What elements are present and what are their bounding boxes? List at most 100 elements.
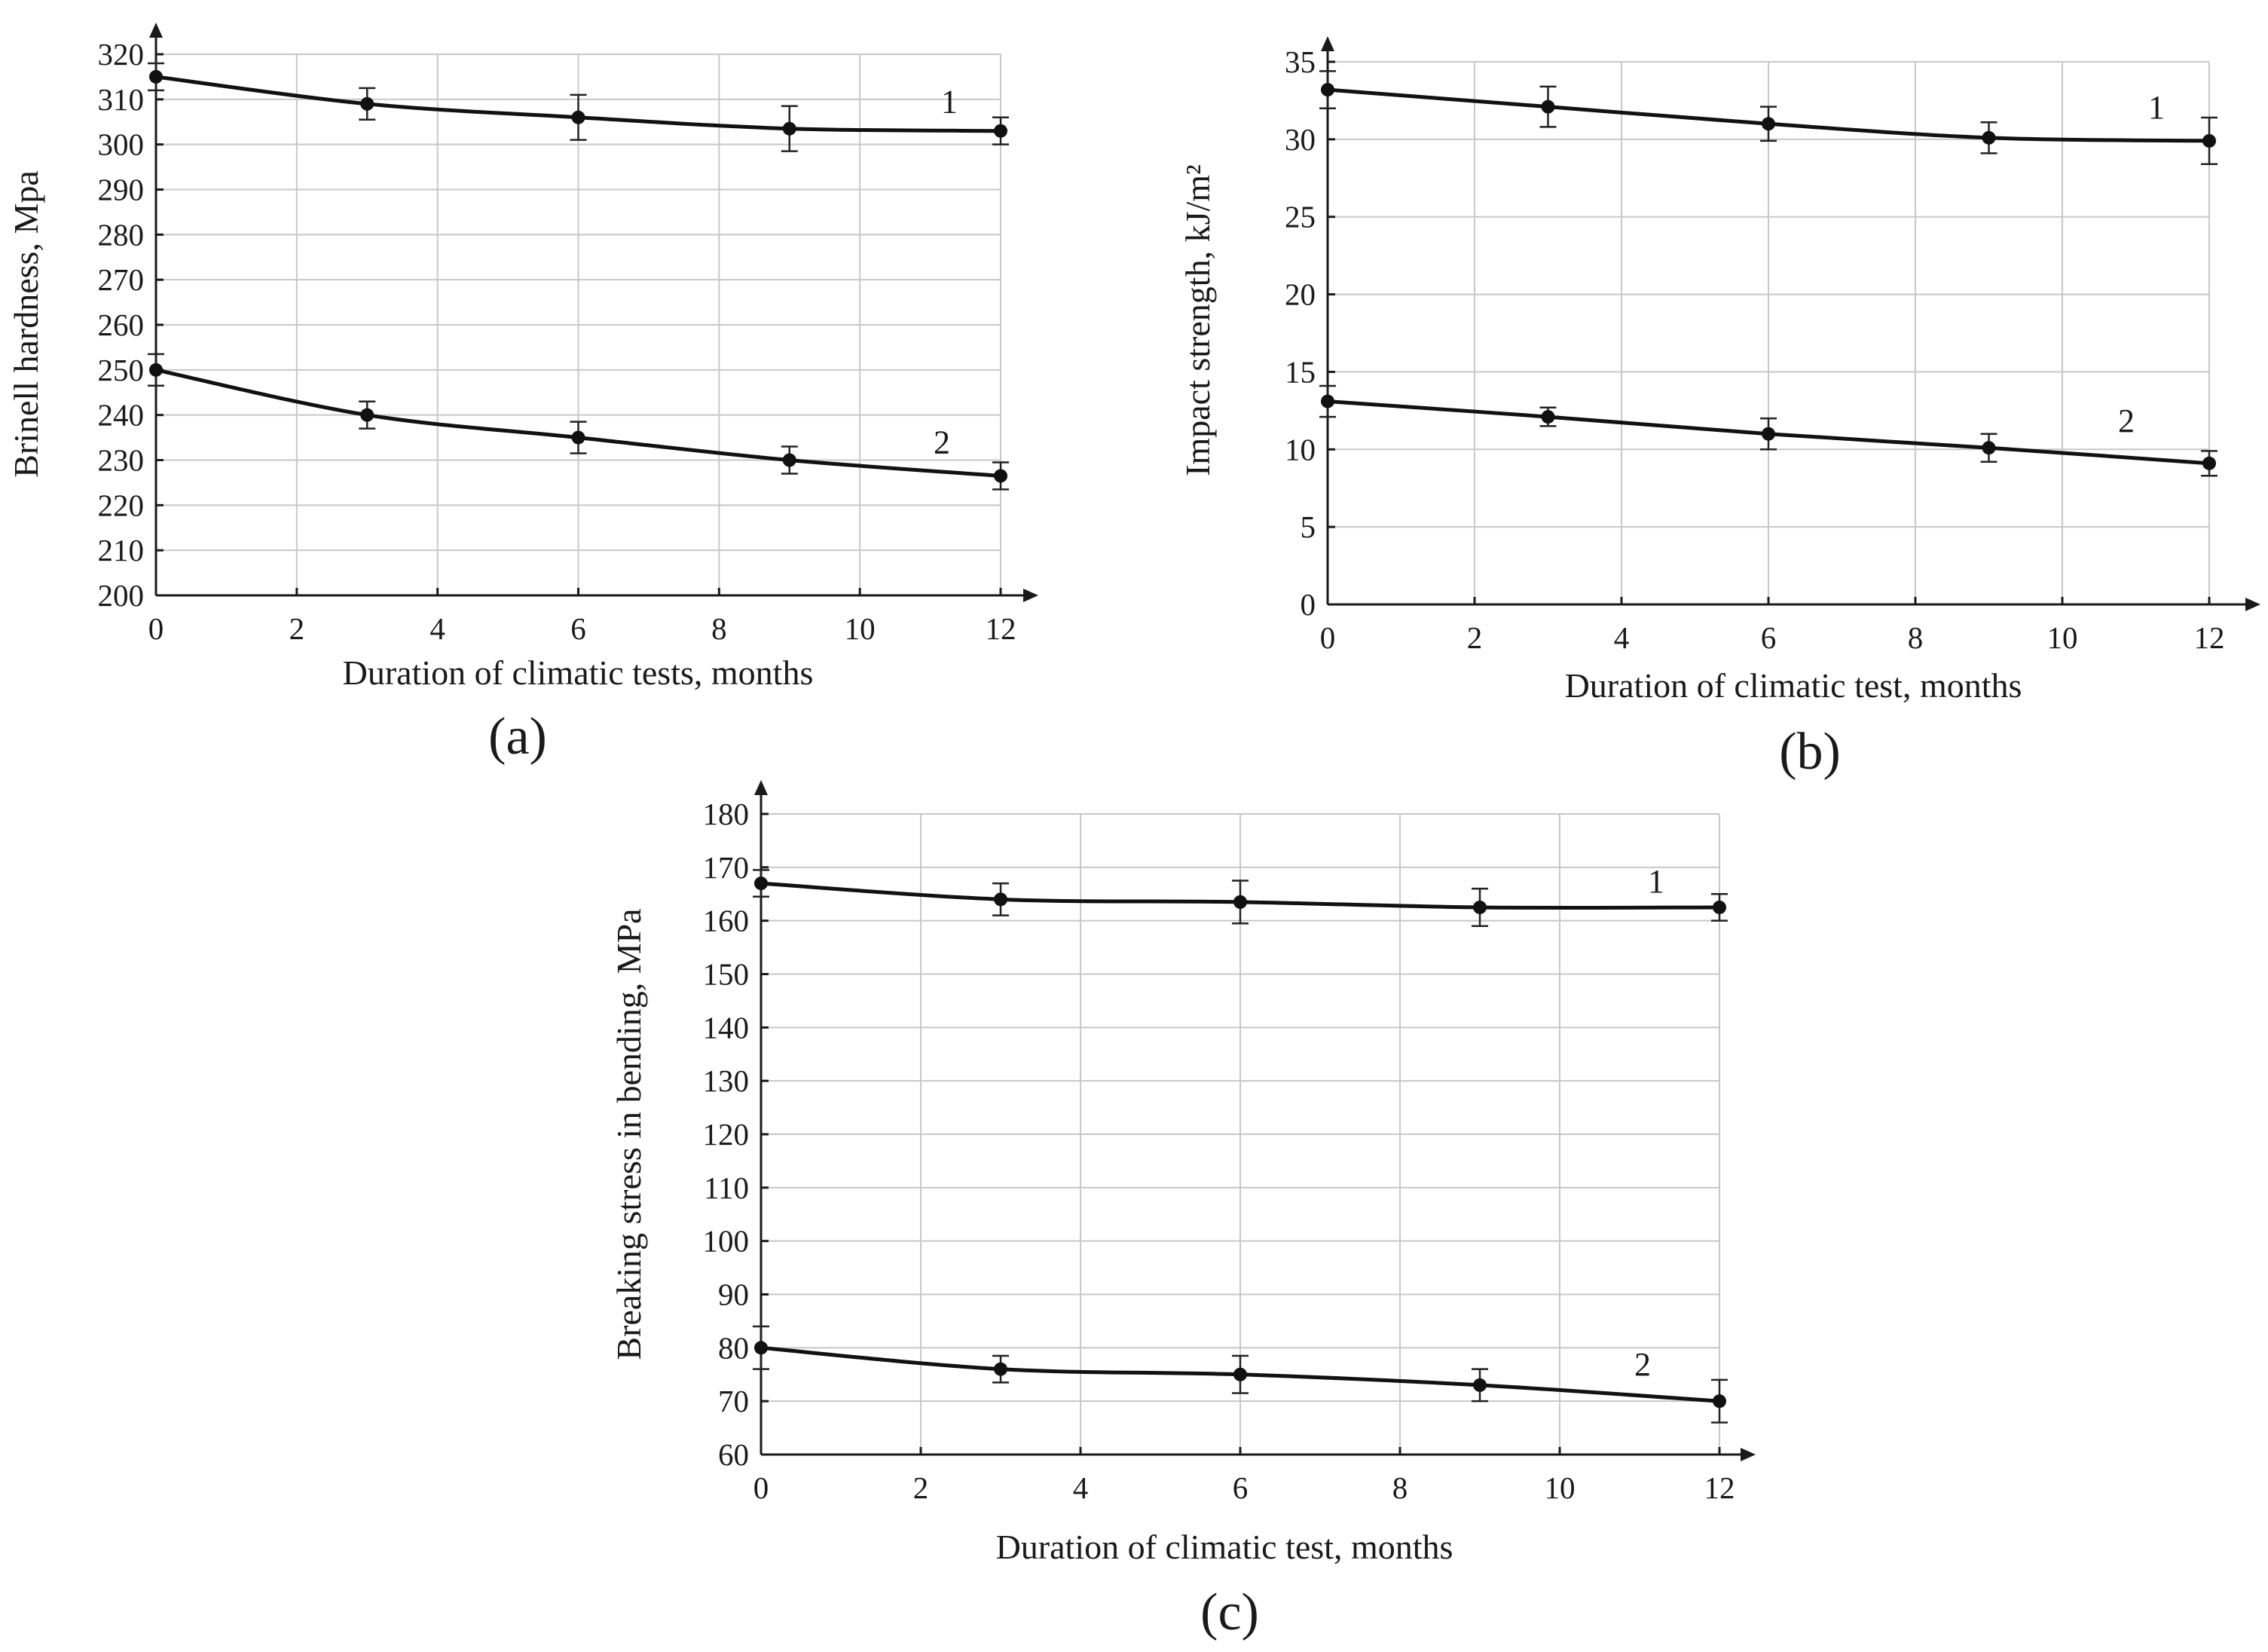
series-2-point xyxy=(1321,394,1334,408)
series-2-point xyxy=(782,453,796,467)
x-tick-label: 12 xyxy=(2194,620,2225,655)
series-2-label: 2 xyxy=(1634,1346,1651,1383)
x-tick-label: 2 xyxy=(1467,620,1483,655)
y-tick-label: 0 xyxy=(1301,587,1316,622)
y-tick-label: 80 xyxy=(718,1330,749,1365)
x-tick-label: 6 xyxy=(570,611,586,646)
series-1-point xyxy=(1321,83,1334,97)
x-tick-label: 4 xyxy=(1073,1470,1089,1505)
series-2-point xyxy=(1473,1378,1487,1392)
panel-label: (a) xyxy=(488,708,547,766)
series-1-point xyxy=(1233,895,1247,909)
series-2-point xyxy=(149,363,163,377)
series-1-label: 1 xyxy=(941,84,958,121)
series-2-point xyxy=(2202,456,2216,470)
series-1-point xyxy=(1541,99,1555,114)
y-tick-label: 240 xyxy=(98,398,145,433)
series-1-point xyxy=(782,121,796,136)
x-axis-arrow-icon xyxy=(1023,589,1038,602)
series-1-point xyxy=(994,124,1007,138)
y-tick-label: 100 xyxy=(703,1224,750,1259)
x-axis-arrow-icon xyxy=(2245,598,2260,611)
y-tick-label: 140 xyxy=(703,1010,750,1045)
y-tick-label: 70 xyxy=(718,1384,749,1418)
series-1-point xyxy=(571,110,585,124)
x-tick-label: 0 xyxy=(753,1470,769,1505)
y-tick-label: 160 xyxy=(703,904,750,938)
y-tick-label: 120 xyxy=(703,1117,750,1152)
series-2-point xyxy=(1713,1394,1726,1409)
x-tick-label: 6 xyxy=(1761,620,1777,655)
series-2-point xyxy=(1762,427,1775,441)
x-tick-label: 0 xyxy=(148,611,164,646)
y-tick-label: 10 xyxy=(1285,432,1316,467)
y-tick-label: 20 xyxy=(1285,277,1316,312)
y-tick-label: 150 xyxy=(703,957,750,992)
series-1-point xyxy=(1713,900,1726,914)
x-tick-label: 8 xyxy=(1908,620,1924,655)
series-1-point xyxy=(2202,133,2216,148)
chart-c-breaking-stress: 0 2 4 6 8 10 126070809010011012013014015016017… xyxy=(610,780,1756,1641)
series-1-label: 1 xyxy=(2148,89,2165,126)
y-tick-label: 90 xyxy=(718,1277,749,1312)
y-tick-label: 200 xyxy=(98,578,145,613)
series-1-point xyxy=(994,892,1007,907)
series-2-point xyxy=(1982,441,1996,455)
y-tick-label: 170 xyxy=(703,850,750,885)
series-1-label: 1 xyxy=(1648,863,1664,900)
y-tick-label: 35 xyxy=(1285,44,1316,79)
series-2-point xyxy=(360,408,374,422)
x-tick-label: 2 xyxy=(289,611,305,646)
y-tick-label: 280 xyxy=(98,217,145,252)
y-tick-label: 110 xyxy=(704,1170,749,1205)
series-2-point xyxy=(1541,410,1555,424)
y-tick-label: 210 xyxy=(98,533,145,567)
series-2-label: 2 xyxy=(934,424,950,460)
series-1-point xyxy=(754,876,768,891)
chart-a-brinell-hardness: 0 2 4 6 8 10 122002102202302402502602702802903… xyxy=(7,23,1038,766)
series-2-point xyxy=(994,1362,1007,1376)
x-tick-label: 6 xyxy=(1233,1470,1249,1505)
y-tick-label: 30 xyxy=(1285,122,1316,157)
series-2-point xyxy=(754,1341,768,1355)
panel-label: (b) xyxy=(1779,723,1841,781)
y-axis-title: Breaking stress in bending, MPa xyxy=(610,908,648,1360)
y-tick-label: 310 xyxy=(98,82,145,117)
y-tick-label: 300 xyxy=(98,127,145,162)
x-axis-title: Duration of climatic test, months xyxy=(996,1528,1453,1566)
y-tick-label: 15 xyxy=(1285,354,1316,389)
y-tick-label: 270 xyxy=(98,262,145,297)
x-tick-label: 10 xyxy=(2047,620,2078,655)
x-tick-label: 12 xyxy=(986,611,1016,646)
y-axis-arrow-icon xyxy=(149,23,163,38)
series-2-label: 2 xyxy=(2118,402,2135,439)
y-tick-label: 230 xyxy=(98,443,145,478)
series-1-point xyxy=(1473,900,1487,914)
y-tick-label: 220 xyxy=(98,488,145,522)
x-tick-label: 10 xyxy=(845,611,876,646)
series-1-point xyxy=(1982,130,1996,145)
series-2-point xyxy=(994,469,1007,483)
series-1-point xyxy=(1762,117,1775,131)
y-tick-label: 320 xyxy=(98,37,145,72)
y-tick-label: 130 xyxy=(703,1063,750,1098)
y-tick-label: 25 xyxy=(1285,200,1316,234)
series-2-point xyxy=(571,430,585,445)
x-tick-label: 0 xyxy=(1320,620,1336,655)
series-1-point xyxy=(149,69,163,84)
x-axis-title: Duration of climatic test, months xyxy=(1565,666,2022,705)
series-1-point xyxy=(360,96,374,111)
y-tick-label: 180 xyxy=(703,797,750,831)
y-tick-label: 260 xyxy=(98,307,145,342)
y-tick-label: 60 xyxy=(718,1437,749,1472)
panel-label: (c) xyxy=(1200,1583,1259,1641)
y-tick-label: 290 xyxy=(98,173,145,207)
y-axis-title: Impact strength, kJ/m² xyxy=(1178,164,1217,476)
y-axis-arrow-icon xyxy=(754,780,768,795)
x-tick-label: 8 xyxy=(711,611,727,646)
y-tick-label: 250 xyxy=(98,353,145,387)
x-tick-label: 4 xyxy=(429,611,445,646)
x-tick-label: 4 xyxy=(1614,620,1630,655)
x-tick-label: 10 xyxy=(1545,1470,1576,1505)
